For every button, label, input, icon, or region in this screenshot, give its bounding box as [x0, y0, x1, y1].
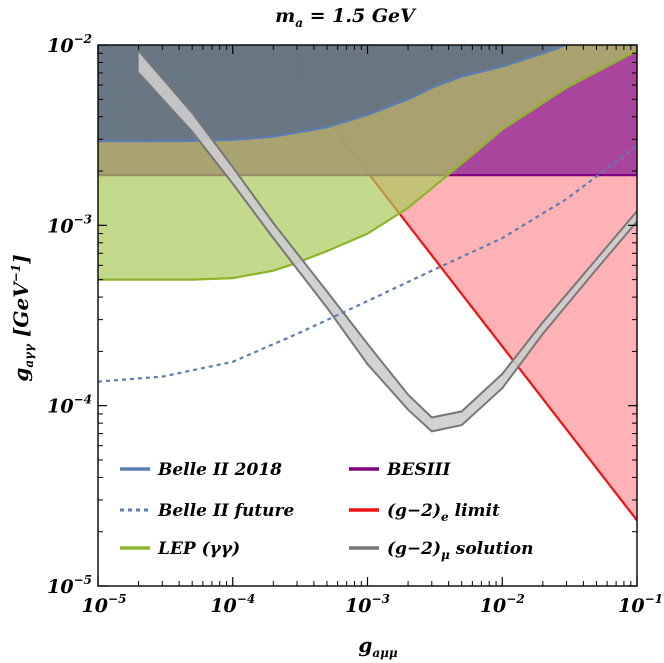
- y-tick-exp: −3: [74, 212, 92, 226]
- y-tick-exp: −4: [74, 393, 92, 407]
- legend-label-rest: solution: [450, 539, 534, 559]
- y-tick-base: 10: [47, 35, 73, 57]
- y-tick-exp: −5: [74, 573, 92, 587]
- legend-label-main: (g−2): [387, 539, 441, 559]
- x-tick-exp: −3: [372, 592, 390, 606]
- legend-label-sub: e: [441, 510, 449, 524]
- legend-label: (g−2)e limit: [387, 501, 500, 524]
- x-tick-exp: −4: [237, 592, 255, 606]
- x-tick-label: 10−4: [210, 592, 255, 617]
- x-tick-base: 10: [480, 595, 506, 617]
- legend-label: LEP (γγ): [157, 539, 240, 559]
- x-tick-base: 10: [618, 595, 644, 617]
- x-tick-label: 10−1: [618, 592, 663, 617]
- x-tick-label: 10−3: [345, 592, 390, 617]
- y-tick-label: 10−4: [47, 393, 92, 418]
- y-tick-base: 10: [47, 396, 73, 418]
- y-axis-label: gaγγ [GeV−1]: [9, 254, 36, 381]
- x-axis-label: gaμμ: [358, 633, 398, 660]
- legend-label: Belle II 2018: [157, 460, 282, 480]
- legend-label-main: Belle II future: [157, 501, 294, 521]
- series-layer: [98, 45, 637, 522]
- legend-label-main: Belle II 2018: [157, 460, 282, 480]
- boundary-lep-: [98, 49, 637, 281]
- legend-label: (g−2)μ solution: [387, 539, 534, 562]
- band-g2-mu-upper: [137, 50, 637, 419]
- legend-label-main: LEP (γγ): [157, 539, 240, 559]
- x-tick-label: 10−5: [82, 592, 127, 617]
- y-tick-base: 10: [47, 576, 73, 598]
- legend-label-main: (g−2): [387, 501, 441, 521]
- x-tick-base: 10: [210, 595, 236, 617]
- x-tick-label: 10−2: [480, 592, 525, 617]
- y-tick-exp: −2: [74, 32, 92, 46]
- x-tick-base: 10: [345, 595, 371, 617]
- legend-label-main: BESIII: [386, 460, 452, 480]
- x-tick-base: 10: [82, 595, 108, 617]
- legend-label: BESIII: [386, 460, 452, 480]
- boundary-belle-ii-2018: [98, 45, 567, 143]
- band-g2-mu-lower: [137, 72, 637, 433]
- legend-label: Belle II future: [157, 501, 294, 521]
- x-tick-exp: −5: [108, 592, 126, 606]
- y-tick-label: 10−2: [47, 32, 92, 57]
- y-tick-label: 10−5: [47, 573, 92, 598]
- legend-label-sub: μ: [441, 548, 450, 562]
- line-belle-ii-future: [98, 145, 637, 383]
- ticks-layer: 10−5 10−4 10−3 10−2 10−110−510−410−310−2: [47, 32, 663, 617]
- y-tick-label: 10−3: [47, 212, 92, 237]
- x-tick-exp: −2: [506, 592, 524, 606]
- y-tick-base: 10: [47, 215, 73, 237]
- chart-title: ma = 1.5 GeV: [275, 5, 417, 30]
- legend-label-rest: limit: [449, 501, 500, 521]
- x-tick-exp: −1: [645, 592, 663, 606]
- region-belle-ii-2018: [98, 45, 567, 142]
